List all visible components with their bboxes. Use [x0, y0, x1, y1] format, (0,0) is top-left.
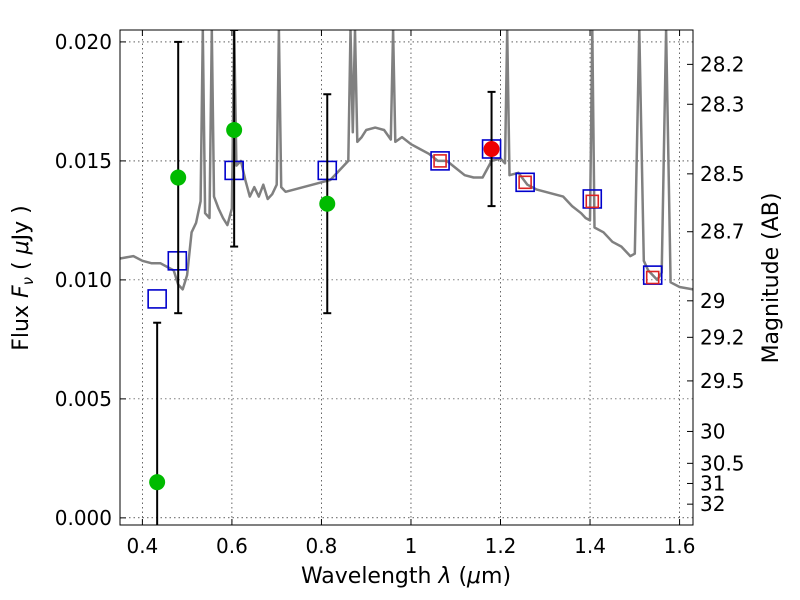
y-tick-label: 0.005: [55, 387, 112, 411]
plot-area: [120, 30, 693, 525]
x-tick-label: 1: [405, 534, 418, 558]
red-flux-point: [483, 140, 500, 157]
x-tick-label: 0.6: [216, 534, 248, 558]
x-tick-label: 1.4: [574, 534, 606, 558]
blue-square-marker: [515, 172, 535, 193]
red-square-marker: [518, 175, 532, 190]
x-tick-label: 0.4: [126, 534, 158, 558]
y-tick-label: 0.020: [55, 30, 112, 54]
x-axis-title: Wavelength λ (μm): [301, 564, 511, 589]
red-square-marker: [645, 270, 660, 285]
magnitude-tick-label: 28.5: [700, 162, 745, 186]
grid-lines: [120, 30, 693, 525]
blue-square-marker: [430, 151, 450, 171]
red-square-marker: [585, 194, 600, 209]
y-tick-label: 0.010: [55, 268, 112, 292]
spectrum-line: [120, 30, 693, 291]
magnitude-tick-label: 29.2: [700, 325, 745, 349]
magnitude-tick-label: 32: [700, 492, 725, 516]
y-tick-label: 0.000: [55, 506, 112, 530]
green-flux-point: [170, 169, 187, 186]
plot-frame: [119, 29, 694, 526]
magnitude-tick-label: 29: [700, 289, 725, 313]
magnitude-tick-label: 30.5: [700, 451, 745, 475]
magnitude-tick-label: 28.7: [700, 220, 745, 244]
magnitude-tick-label: 31: [700, 471, 725, 495]
y-axis-title: Flux Fν ( μJy ): [9, 205, 37, 350]
magnitude-tick-label: 29.5: [700, 369, 745, 393]
green-flux-point: [319, 195, 336, 212]
axis-ticks: 0.4 0.6 0.8 1 1.2 1.4 1.6 0.000 0.005 0.010 0.015 0…: [55, 30, 745, 558]
x-tick-label: 1.6: [664, 534, 696, 558]
green-flux-point: [149, 474, 166, 491]
magnitude-tick-label: 28.2: [700, 52, 745, 76]
magnitude-tick-label: 30: [700, 419, 725, 443]
magnitude-tick-label: 28.3: [700, 92, 745, 116]
magnitude-axis-title: Magnitude (AB): [759, 193, 784, 364]
red-square-marker: [433, 154, 447, 168]
y-tick-label: 0.015: [55, 149, 112, 173]
green-flux-point: [226, 121, 243, 138]
blue-square-marker: [147, 289, 167, 309]
x-tick-label: 0.8: [306, 534, 338, 558]
x-tick-label: 1.2: [485, 534, 517, 558]
